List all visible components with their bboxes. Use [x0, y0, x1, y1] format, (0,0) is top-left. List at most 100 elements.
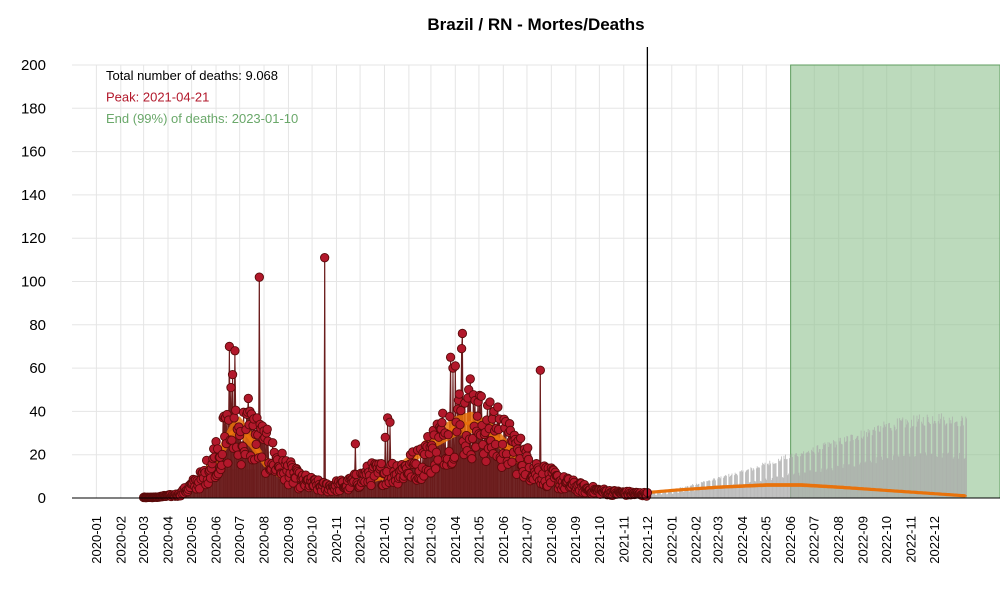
observed-point	[262, 424, 272, 434]
projection-bar	[877, 425, 879, 498]
projection-bar	[715, 487, 717, 498]
observed-point	[449, 452, 460, 462]
projection-bar	[943, 416, 945, 498]
projection-bar	[652, 493, 653, 498]
x-tick-label: 2020-12	[353, 516, 368, 564]
projection-bar	[961, 415, 963, 498]
projection-bar	[784, 458, 786, 498]
projection-bar	[871, 435, 873, 498]
x-tick-label: 2021-11	[616, 516, 631, 563]
projection-bar	[768, 465, 770, 498]
projection-bar	[783, 455, 785, 498]
projection-bar	[899, 418, 901, 498]
projection-bar	[674, 489, 676, 498]
projection-bar	[958, 458, 960, 498]
projection-bar	[668, 490, 670, 498]
projection-bar	[847, 436, 849, 498]
projection-bar	[838, 437, 840, 498]
projection-bar	[657, 492, 659, 498]
projection-bar	[778, 460, 780, 498]
projection-bar	[832, 470, 834, 498]
projection-bar	[707, 481, 708, 498]
projection-bar	[902, 417, 904, 498]
projection-bar	[884, 424, 886, 498]
projection-bar	[780, 459, 782, 498]
projection-bar	[695, 484, 697, 498]
projection-bar	[845, 441, 847, 498]
x-tick-label: 2022-06	[783, 516, 798, 564]
x-tick-label: 2021-02	[401, 516, 416, 564]
projection-bar	[777, 476, 779, 498]
projection-bar	[791, 453, 793, 498]
projection-bar	[704, 481, 705, 498]
projection-bar	[959, 452, 960, 498]
y-tick-label: 60	[29, 360, 46, 377]
projection-bar	[895, 430, 897, 498]
projection-bar	[818, 452, 819, 498]
projection-bar	[659, 492, 661, 498]
projection-bar	[757, 467, 759, 498]
projection-bar	[966, 418, 967, 498]
y-tick-label: 20	[29, 447, 46, 464]
projection-bar	[805, 453, 807, 498]
y-tick-label: 160	[21, 144, 46, 161]
projection-bar	[663, 491, 664, 498]
projection-bar	[710, 488, 712, 498]
projection-bar	[956, 421, 958, 498]
projection-bar	[671, 493, 673, 498]
projection-bar	[835, 441, 837, 498]
observed-point	[194, 484, 205, 494]
projection-bar	[801, 453, 803, 498]
projection-bar	[877, 425, 879, 498]
projection-bar	[789, 454, 791, 498]
projection-bar	[686, 485, 688, 498]
projection-bar	[948, 452, 949, 498]
x-tick-label: 2021-08	[544, 516, 559, 564]
projection-bar	[755, 481, 757, 498]
x-tick-label: 2020-09	[281, 516, 296, 564]
projection-bar	[795, 453, 797, 498]
projection-bar	[932, 416, 934, 498]
projection-bar	[853, 466, 855, 498]
projection-bar	[947, 453, 949, 498]
projection-bar	[658, 492, 660, 498]
projection-bar	[767, 463, 769, 498]
projection-bar	[656, 495, 657, 498]
observed-point	[445, 411, 455, 422]
projection-bar	[882, 427, 884, 498]
projection-bar	[812, 447, 814, 498]
projection-bar	[681, 487, 683, 498]
projection-bar	[960, 420, 962, 498]
projection-bar	[684, 487, 686, 498]
x-tick-label: 2021-12	[640, 516, 655, 564]
observed-point	[380, 432, 390, 443]
projection-bar	[875, 463, 877, 498]
projection-bar	[959, 426, 961, 498]
observed-point	[431, 447, 442, 458]
projection-bar	[722, 486, 723, 498]
projection-bar	[885, 426, 886, 498]
projection-bar	[754, 481, 756, 498]
projection-bar	[892, 460, 893, 498]
projection-bar	[781, 456, 782, 498]
projection-bar	[903, 455, 905, 498]
projection-bar	[834, 447, 836, 498]
projection-bar	[748, 469, 749, 498]
projection-bar	[876, 457, 878, 498]
observed-point	[523, 443, 533, 453]
projection-bar	[698, 483, 700, 498]
projection-bar	[887, 458, 889, 498]
projection-bar	[839, 441, 841, 498]
projection-bar	[849, 441, 851, 498]
observed-point	[226, 382, 236, 393]
projection-bar	[797, 456, 799, 498]
observed-point	[467, 454, 477, 464]
projection-bar	[903, 455, 904, 498]
observed-point	[443, 430, 453, 440]
projection-bar	[701, 482, 703, 498]
projection-bar	[674, 489, 675, 498]
projection-bar	[907, 420, 908, 498]
projection-bar	[870, 460, 871, 498]
x-tick-label: 2020-02	[113, 516, 128, 564]
observed-point	[350, 439, 361, 449]
